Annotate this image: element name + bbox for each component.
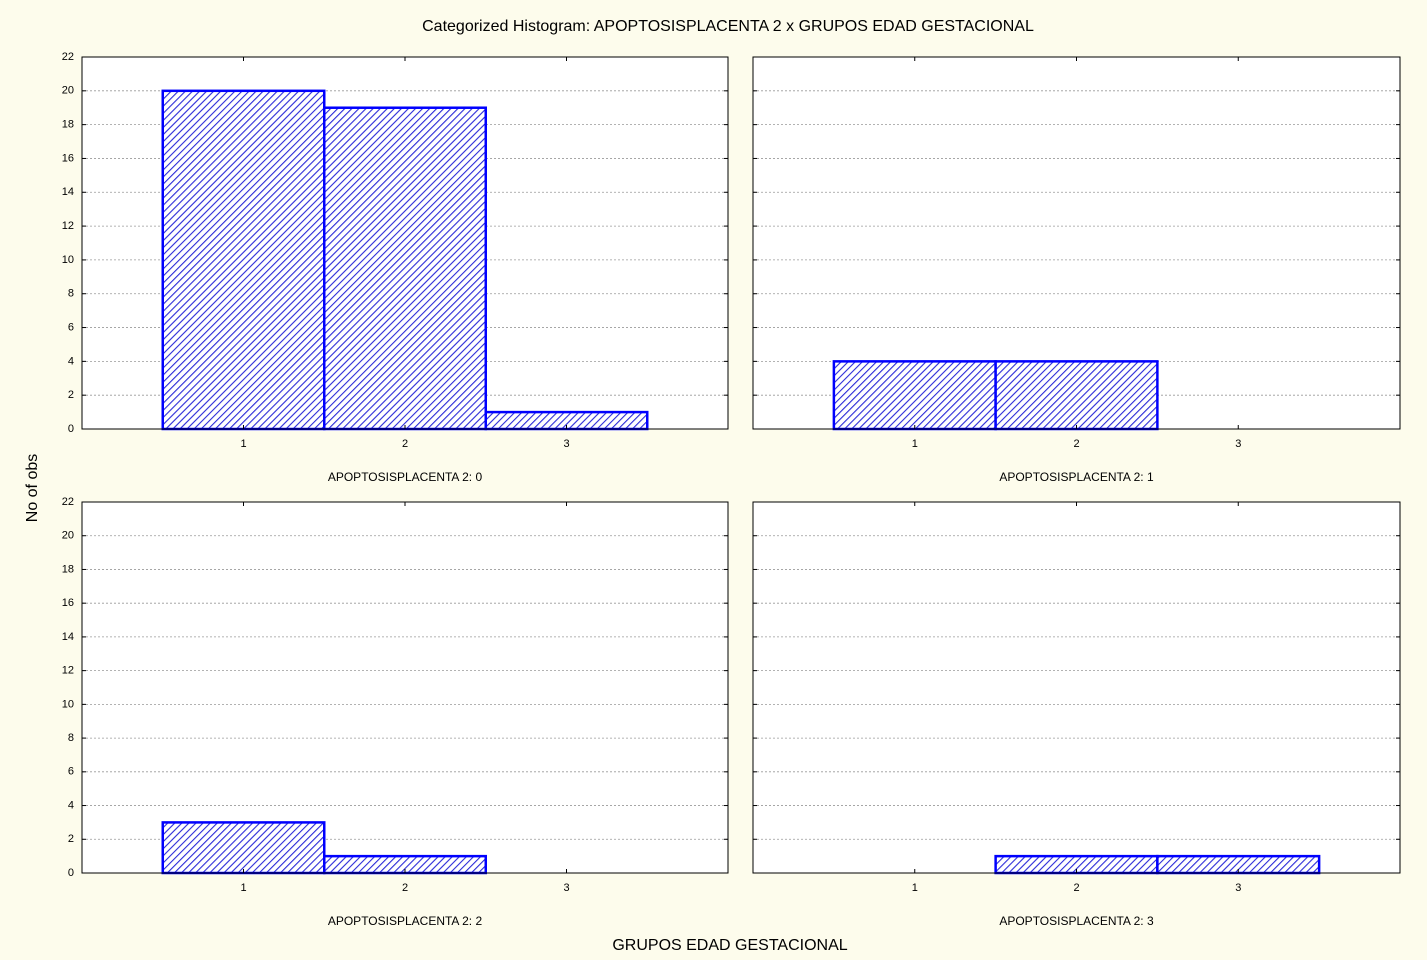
x-tick-label: 1 bbox=[240, 438, 246, 450]
panel-title: APOPTOSISPLACENTA 2: 3 bbox=[999, 914, 1154, 928]
y-tick-label: 22 bbox=[62, 496, 74, 508]
x-tick-label: 1 bbox=[912, 438, 918, 450]
bar bbox=[323, 106, 487, 431]
y-tick-label: 10 bbox=[62, 254, 74, 266]
x-tick-label: 2 bbox=[402, 438, 408, 450]
y-tick-label: 8 bbox=[68, 288, 74, 300]
y-tick-label: 18 bbox=[62, 563, 74, 575]
x-tick-label: 2 bbox=[402, 882, 408, 894]
y-tick-label: 16 bbox=[62, 597, 74, 609]
y-tick-label: 0 bbox=[68, 867, 74, 879]
y-tick-label: 8 bbox=[68, 732, 74, 744]
bar bbox=[994, 360, 1159, 431]
panel-title: APOPTOSISPLACENTA 2: 0 bbox=[328, 470, 483, 484]
y-tick-label: 20 bbox=[62, 85, 74, 97]
x-tick-label: 2 bbox=[1073, 882, 1079, 894]
x-tick-label: 3 bbox=[563, 882, 569, 894]
y-tick-label: 10 bbox=[62, 698, 74, 710]
x-tick-label: 1 bbox=[240, 882, 246, 894]
y-tick-label: 14 bbox=[62, 186, 74, 198]
plot-area bbox=[753, 502, 1400, 873]
x-axis-label: GRUPOS EDAD GESTACIONAL bbox=[612, 937, 847, 954]
y-tick-label: 2 bbox=[68, 833, 74, 845]
y-tick-label: 0 bbox=[68, 423, 74, 435]
y-tick-label: 6 bbox=[68, 766, 74, 778]
y-tick-label: 2 bbox=[68, 389, 74, 401]
plot-area bbox=[82, 502, 728, 873]
y-tick-label: 4 bbox=[68, 355, 74, 367]
x-tick-label: 1 bbox=[912, 882, 918, 894]
y-tick-label: 18 bbox=[62, 119, 74, 131]
y-tick-label: 22 bbox=[62, 51, 74, 63]
bar bbox=[832, 360, 997, 431]
panel-title: APOPTOSISPLACENTA 2: 1 bbox=[999, 470, 1154, 484]
y-tick-label: 4 bbox=[68, 799, 74, 811]
y-tick-label: 20 bbox=[62, 530, 74, 542]
y-tick-label: 14 bbox=[62, 631, 74, 643]
plot-frame bbox=[752, 501, 1401, 874]
x-tick-label: 2 bbox=[1073, 438, 1079, 450]
y-tick-label: 12 bbox=[62, 220, 74, 232]
plot-frame bbox=[81, 501, 729, 874]
bar bbox=[161, 89, 326, 431]
x-tick-label: 3 bbox=[563, 438, 569, 450]
chart-title: Categorized Histogram: APOPTOSISPLACENTA… bbox=[422, 18, 1034, 35]
y-tick-label: 6 bbox=[68, 321, 74, 333]
plot-frame bbox=[81, 56, 729, 430]
x-tick-label: 3 bbox=[1235, 882, 1241, 894]
panel-title: APOPTOSISPLACENTA 2: 2 bbox=[328, 914, 483, 928]
bar bbox=[161, 821, 326, 875]
plot-frame bbox=[752, 56, 1401, 430]
y-tick-label: 16 bbox=[62, 152, 74, 164]
y-tick-label: 12 bbox=[62, 665, 74, 677]
y-axis-label: No of obs bbox=[24, 454, 41, 522]
x-tick-label: 3 bbox=[1235, 438, 1241, 450]
